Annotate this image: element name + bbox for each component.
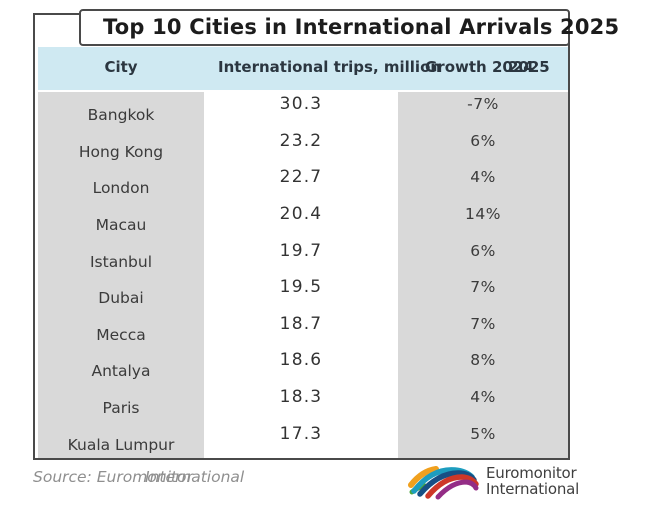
- trips-cell: 19.5: [204, 274, 398, 312]
- trips-cell: 22.7: [204, 165, 398, 202]
- city-cell: Dubai: [38, 274, 204, 312]
- source-text: Source: Euromonitor: [33, 468, 193, 486]
- growth-cell: 4%: [398, 384, 568, 422]
- growth-cell: 4%: [398, 165, 568, 202]
- trips-cell: 18.7: [204, 311, 398, 349]
- header-growth: Growth 2024: [425, 58, 534, 76]
- growth-cell: 7%: [398, 311, 568, 349]
- growth-cell: 5%: [398, 421, 568, 458]
- source-text-overlap: International: [145, 468, 245, 486]
- trips-cell: 30.3: [204, 92, 398, 129]
- trips-cell: 17.3: [204, 421, 398, 458]
- header-city: City: [104, 58, 138, 76]
- title-box: Top 10 Cities in International Arrivals …: [79, 9, 619, 46]
- logo-wordmark: Euromonitor International: [486, 463, 580, 498]
- logo-line1: Euromonitor: [486, 463, 577, 482]
- city-cell: Istanbul: [38, 238, 204, 275]
- trips-cell: 23.2: [204, 128, 398, 166]
- trips-cell: 18.6: [204, 348, 398, 385]
- growth-cell: 7%: [398, 274, 568, 312]
- table-header-row: City International trips, million Growth…: [38, 47, 568, 90]
- city-cell: Kuala Lumpur: [38, 421, 204, 458]
- city-cell: Antalya: [38, 348, 204, 385]
- table-row: Hong Kong 23.2 6%: [38, 128, 568, 166]
- table-body: Bangkok 30.3 -7% Hong Kong 23.2 6% Londo…: [38, 92, 568, 458]
- growth-cell: 6%: [398, 128, 568, 166]
- table-row: Macau 20.4 14%: [38, 201, 568, 239]
- header-trips: International trips, million: [218, 58, 442, 76]
- table-row: Istanbul 19.7 6%: [38, 238, 568, 275]
- city-cell: Macau: [38, 201, 204, 239]
- table-row: Paris 18.3 4%: [38, 384, 568, 422]
- trips-cell: 18.3: [204, 384, 398, 422]
- header-growth-overlap: 2025: [508, 58, 550, 76]
- table-row: Kuala Lumpur 17.3 5%: [38, 421, 568, 458]
- city-cell: Hong Kong: [38, 128, 204, 166]
- city-cell: London: [38, 165, 204, 202]
- table-row: Bangkok 30.3 -7%: [38, 92, 568, 129]
- source-caption: Source: Euromonitor International: [33, 468, 293, 492]
- page-title: Top 10 Cities in International Arrivals …: [103, 15, 620, 39]
- table-row: Dubai 19.5 7%: [38, 274, 568, 312]
- table-row: Antalya 18.6 8%: [38, 348, 568, 385]
- growth-cell: 6%: [398, 238, 568, 275]
- city-cell: Mecca: [38, 311, 204, 349]
- city-cell: Bangkok: [38, 92, 204, 129]
- euromonitor-logo: Euromonitor International: [408, 459, 598, 503]
- city-cell: Paris: [38, 384, 204, 422]
- table-row: Mecca 18.7 7%: [38, 311, 568, 349]
- trips-cell: 19.7: [204, 238, 398, 275]
- growth-cell: 14%: [398, 201, 568, 239]
- trips-cell: 20.4: [204, 201, 398, 239]
- growth-cell: -7%: [398, 92, 568, 129]
- table-row: London 22.7 4%: [38, 165, 568, 202]
- growth-cell: 8%: [398, 348, 568, 385]
- euromonitor-arcs-icon: [408, 466, 479, 500]
- logo-line2: International: [486, 480, 580, 498]
